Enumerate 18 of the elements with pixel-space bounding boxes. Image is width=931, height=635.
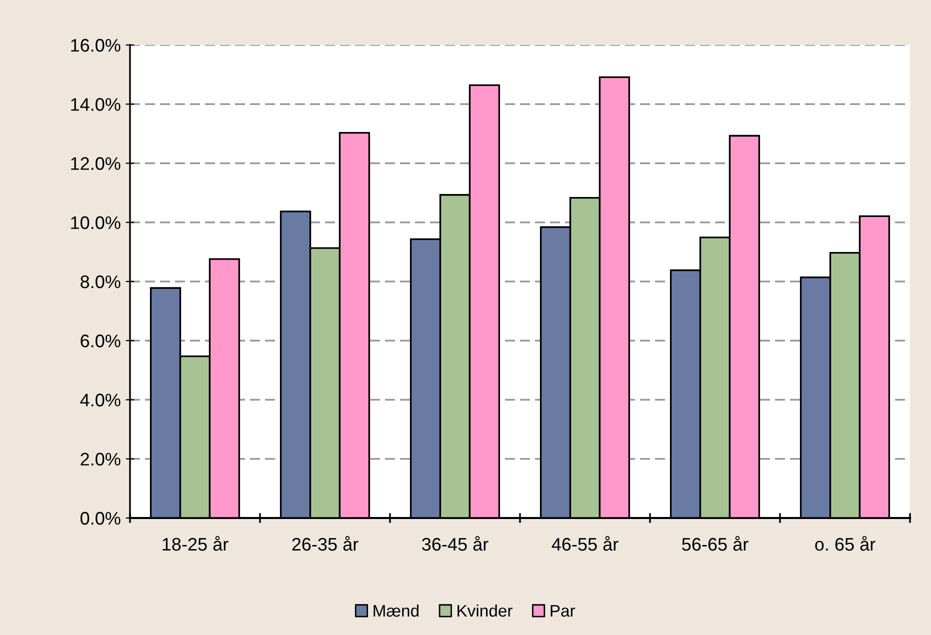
y-tick-label: 6.0% — [80, 334, 120, 348]
y-tick-label: 4.0% — [80, 394, 120, 406]
legend-label: Par — [550, 605, 576, 617]
y-tick-label: 8.0% — [80, 275, 120, 288]
y-tick-label: 0.0% — [80, 512, 120, 525]
legend-label: Kvinder — [458, 604, 512, 617]
y-tick-label: 12.0% — [71, 157, 120, 170]
x-tick-label: 46-55 år — [552, 536, 618, 551]
x-tick-label: 18-25 år — [162, 536, 228, 551]
y-tick-label: 16.0% — [71, 38, 120, 52]
x-tick-label: o. 65 år — [815, 536, 876, 551]
y-tick-label: 14.0% — [71, 98, 120, 111]
legend-label: Mænd — [374, 604, 418, 617]
x-tick-label: 56-65 år — [682, 536, 748, 551]
x-tick-label: 36-45 år — [422, 536, 488, 551]
y-tick-label: 2.0% — [80, 452, 120, 466]
y-tick-label: 10.0% — [71, 216, 120, 230]
x-tick-label: 26-35 år — [292, 536, 358, 551]
